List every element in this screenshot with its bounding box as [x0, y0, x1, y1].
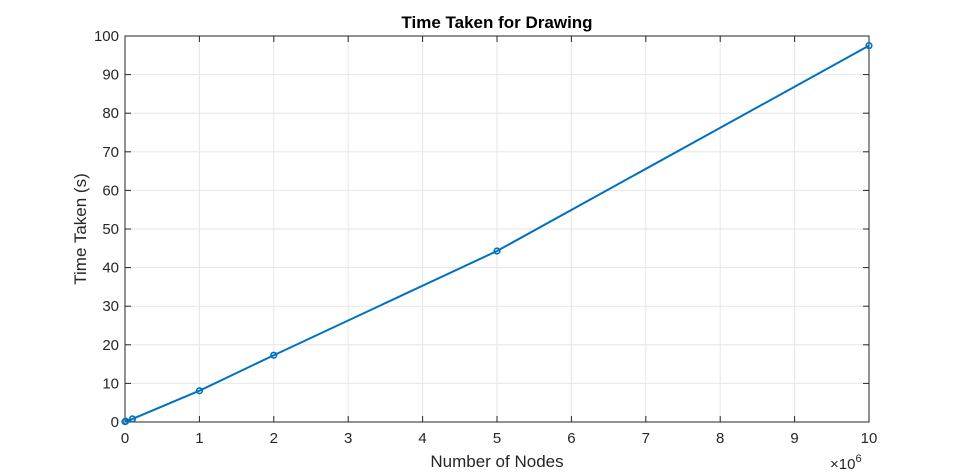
x-tick-labels: 0 1 2 3 4 5 6 7 8 9 10	[121, 430, 878, 447]
x-tick-label: 0	[121, 430, 129, 447]
x-tick-label: 4	[418, 430, 426, 447]
x-tick-label: 5	[493, 430, 501, 447]
chart-title: Time Taken for Drawing	[401, 13, 592, 32]
series-line	[124, 44, 870, 423]
data-point-marker	[128, 415, 137, 423]
y-tick-label: 40	[102, 260, 119, 277]
x-axis-exponent-power: 6	[855, 453, 861, 465]
y-tick-label: 50	[102, 221, 119, 238]
x-tick-label: 1	[195, 430, 203, 447]
y-tick-label: 20	[102, 337, 119, 354]
x-tick-label: 6	[567, 430, 575, 447]
data-point-marker	[195, 387, 203, 395]
y-tick-label: 30	[102, 298, 119, 315]
x-tick-label: 10	[861, 430, 878, 447]
x-axis-exponent: ×106	[830, 453, 862, 473]
x-tick-label: 2	[270, 430, 278, 447]
x-tick-label: 7	[642, 430, 650, 447]
y-tick-label: 100	[94, 28, 119, 45]
data-point-marker	[865, 42, 873, 50]
data-point-marker	[493, 247, 501, 255]
y-axis-label: Time Taken (s)	[71, 173, 90, 284]
y-tick-label: 10	[102, 375, 119, 392]
y-tick-labels: 0 10 20 30 40 50 60 70 80 90 100	[94, 28, 119, 431]
y-tick-label: 80	[102, 105, 119, 122]
y-tick-label: 70	[102, 144, 119, 161]
y-tick-label: 0	[111, 414, 119, 431]
data-point-marker	[122, 417, 130, 425]
x-tick-label: 3	[344, 430, 352, 447]
data-point-marker	[270, 351, 278, 359]
y-tick-label: 60	[102, 182, 119, 199]
x-axis-exponent-base: ×10	[830, 456, 855, 473]
y-tick-label: 90	[102, 67, 119, 84]
x-tick-label: 8	[716, 430, 724, 447]
grid	[124, 35, 870, 423]
x-axis-label: Number of Nodes	[430, 452, 563, 471]
data-series	[121, 42, 873, 426]
x-tick-label: 9	[790, 430, 798, 447]
axis-ticks	[124, 35, 870, 423]
